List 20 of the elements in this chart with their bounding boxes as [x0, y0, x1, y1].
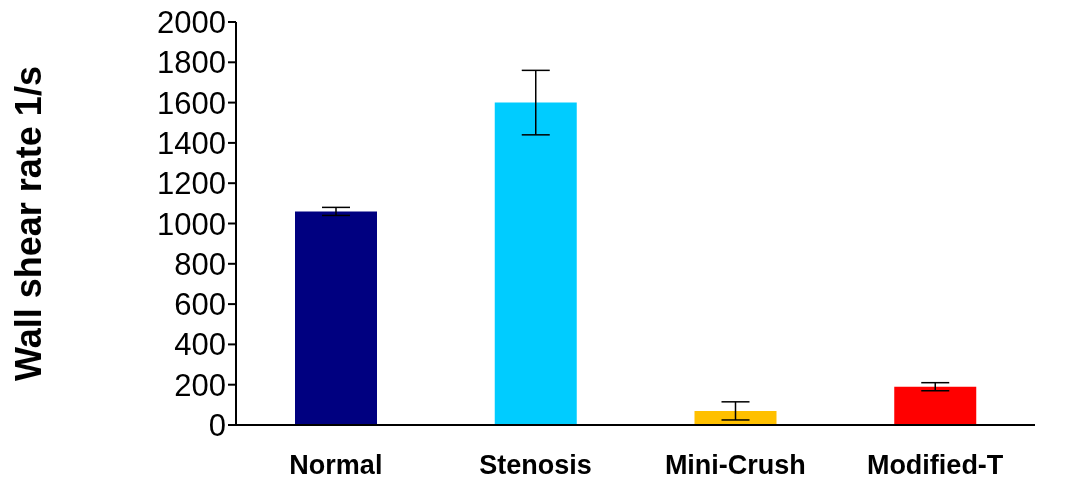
y-tick-label: 1200 [157, 166, 226, 202]
x-tick-label: Modified-T [866, 450, 1004, 481]
bar [494, 102, 577, 425]
bar [295, 211, 377, 425]
y-tick-label: 200 [174, 367, 226, 403]
bar [694, 410, 777, 425]
bar [894, 386, 977, 425]
y-tick-label: 1000 [157, 206, 226, 242]
x-tick-label: Mini-Crush [664, 450, 806, 481]
y-tick-label: 600 [174, 287, 226, 323]
y-tick-label: 1800 [157, 45, 226, 81]
y-tick-label: 800 [174, 246, 226, 282]
x-tick-label: Stenosis [479, 450, 592, 481]
y-tick-label: 400 [174, 327, 226, 363]
x-tick-label: Normal [289, 450, 383, 481]
y-axis-title: Wall shear rate 1/s [7, 66, 49, 381]
y-tick-label: 1400 [157, 125, 226, 161]
y-tick-label: 1600 [157, 85, 226, 121]
y-tick-label: 2000 [157, 5, 226, 41]
y-tick-label: 0 [208, 408, 226, 444]
